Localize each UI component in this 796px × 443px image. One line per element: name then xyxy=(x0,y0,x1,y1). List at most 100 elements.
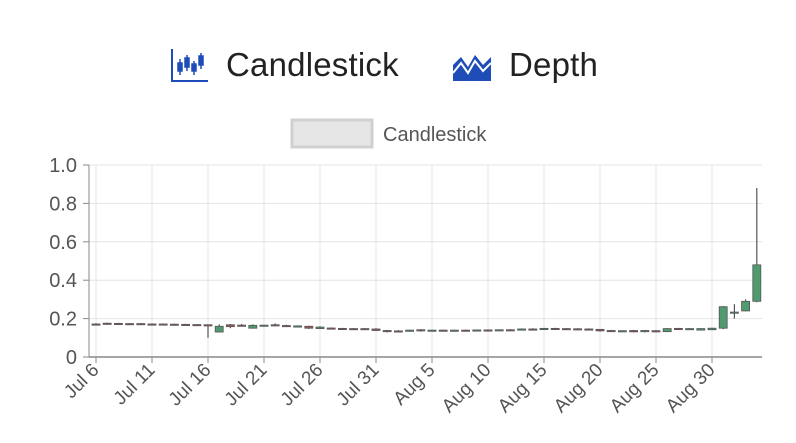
candle xyxy=(203,324,213,338)
candle xyxy=(147,323,157,326)
depth-chart-icon xyxy=(452,55,492,81)
candle-body xyxy=(248,324,258,329)
candle-body xyxy=(573,328,582,331)
candle xyxy=(158,323,168,326)
candle xyxy=(114,322,123,325)
x-tick-label: Jul 11 xyxy=(110,360,160,410)
candle xyxy=(225,323,235,329)
x-tick-label: Jul 31 xyxy=(333,360,384,411)
candle xyxy=(91,323,101,326)
candle-body xyxy=(214,325,224,333)
x-tick-label: Aug 10 xyxy=(438,360,495,417)
candle-body xyxy=(696,328,706,331)
candle-body xyxy=(562,328,571,331)
candle-body xyxy=(640,330,650,333)
candle-body xyxy=(528,328,538,331)
candle-body xyxy=(304,325,314,329)
candle-body xyxy=(270,324,280,327)
candle-body xyxy=(472,329,482,332)
candle xyxy=(573,328,582,331)
tab-depth[interactable]: Depth xyxy=(451,40,598,90)
y-tick-label: 0 xyxy=(66,347,77,369)
candle-body xyxy=(169,323,179,326)
candle-body xyxy=(326,327,336,330)
candle xyxy=(494,329,504,332)
candle xyxy=(136,323,146,326)
candle-body xyxy=(461,329,471,332)
x-tick-label: Jul 21 xyxy=(221,360,272,411)
candle xyxy=(730,304,739,319)
candle-body xyxy=(741,300,750,312)
candle-body xyxy=(91,323,101,326)
candle-body xyxy=(125,323,134,326)
candle xyxy=(752,188,762,303)
candle xyxy=(718,306,728,330)
candle xyxy=(102,322,112,325)
candle xyxy=(293,325,303,328)
candle xyxy=(438,329,448,332)
candle-body xyxy=(685,328,694,331)
candle xyxy=(214,324,224,333)
candle xyxy=(326,327,336,330)
chart-legend[interactable]: Candlestick xyxy=(290,118,487,149)
candle-body xyxy=(405,329,415,332)
tab-depth-label: Depth xyxy=(509,46,599,83)
candle xyxy=(169,323,179,326)
candle xyxy=(337,327,347,330)
candle xyxy=(539,327,549,330)
candle-body xyxy=(618,330,627,333)
candle-body xyxy=(360,328,370,331)
candle-body xyxy=(494,329,504,332)
candle-body xyxy=(483,329,493,332)
candle xyxy=(707,327,717,331)
candle xyxy=(349,328,359,331)
candle xyxy=(304,325,314,329)
candle-body xyxy=(349,328,359,331)
tab-candlestick[interactable]: Candlestick xyxy=(170,40,399,90)
x-tick-label: Aug 5 xyxy=(390,360,440,410)
x-tick-label: Aug 15 xyxy=(494,360,551,417)
candle-body xyxy=(382,330,392,333)
candle xyxy=(125,323,134,326)
candle-body xyxy=(662,328,672,333)
y-tick-label: 0.2 xyxy=(49,309,77,331)
candle-body xyxy=(203,324,213,327)
candle xyxy=(472,329,482,332)
candle-body xyxy=(629,330,638,333)
candle-body xyxy=(225,324,235,328)
candle-body xyxy=(505,329,515,332)
candle xyxy=(517,328,526,331)
candle xyxy=(741,299,750,312)
candle-body xyxy=(606,330,616,333)
candle xyxy=(237,323,247,327)
candle xyxy=(696,328,706,331)
candle xyxy=(371,328,381,332)
candle xyxy=(405,329,415,332)
candle-body xyxy=(595,328,605,332)
candle xyxy=(427,329,437,332)
candle-body xyxy=(752,264,762,302)
candle-body xyxy=(371,328,381,331)
candle xyxy=(584,328,594,331)
x-tick-label: Jul 16 xyxy=(165,360,216,411)
candle-body xyxy=(114,322,123,325)
candle-body xyxy=(438,329,448,332)
candle xyxy=(360,328,370,331)
candle xyxy=(505,329,515,332)
candle-body xyxy=(102,322,112,325)
candle xyxy=(393,330,403,333)
candle-body xyxy=(337,327,347,330)
candle-body xyxy=(158,323,168,326)
candle xyxy=(382,329,392,333)
candle-body xyxy=(718,306,728,329)
candle xyxy=(562,328,571,331)
candle-body xyxy=(651,330,661,333)
y-axis: 0 0.2 0.4 0.6 0.8 1.0 xyxy=(49,155,90,369)
candle xyxy=(629,329,638,333)
candle-body xyxy=(192,324,202,327)
candle xyxy=(192,324,202,327)
candle xyxy=(662,328,672,333)
candle xyxy=(640,330,650,333)
candle-body xyxy=(730,311,739,314)
candle xyxy=(685,328,694,331)
